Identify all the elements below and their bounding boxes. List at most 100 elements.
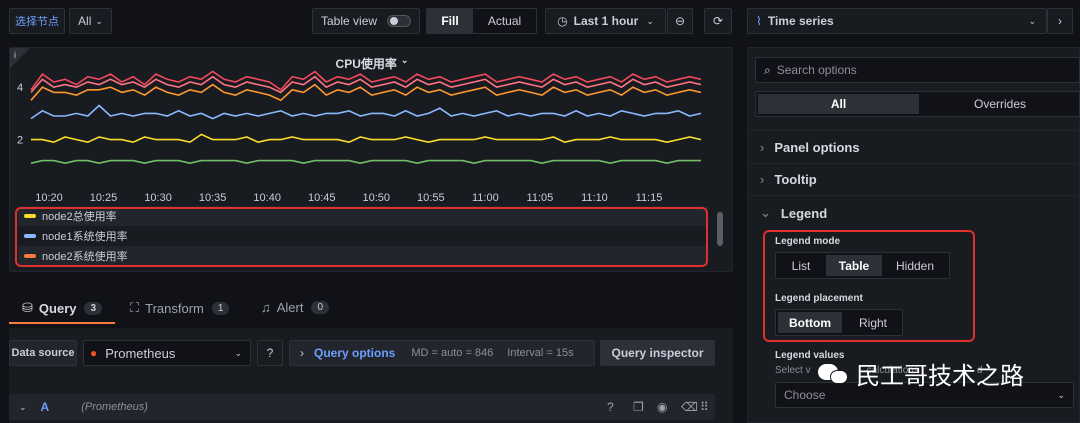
datasource-label: Data source	[9, 340, 77, 366]
legend-placement-right[interactable]: Right	[858, 315, 887, 330]
watermark-text: 民工哥技术之路	[856, 362, 1024, 390]
search-options-input[interactable]: ⌕ Search options	[755, 57, 1080, 83]
collapse-options-button[interactable]: ›	[1047, 8, 1073, 34]
legend-swatch	[24, 254, 36, 258]
refresh-button[interactable]: ⟳	[704, 8, 732, 34]
chevron-right-icon: ›	[760, 140, 765, 155]
legend-swatch	[24, 234, 36, 238]
bell-icon: ♫	[261, 300, 271, 315]
chevron-down-icon: ⌄	[234, 347, 242, 358]
fill-button[interactable]: Fill	[427, 9, 473, 33]
time-range-value: Last 1 hour	[573, 14, 639, 28]
legend-mode-table[interactable]: Table	[826, 255, 882, 276]
tab-transform[interactable]: ⛶ Transform 1	[130, 300, 230, 316]
tab-query[interactable]: ⛁ Query 3	[22, 300, 103, 316]
node-select-dropdown[interactable]: All ⌄	[69, 8, 112, 34]
trash-icon[interactable]: ⌫	[681, 400, 698, 414]
search-placeholder: Search options	[776, 63, 857, 77]
divider	[748, 163, 1080, 164]
series-line	[30, 159, 701, 165]
chevron-right-icon: ›	[760, 172, 765, 187]
actual-button[interactable]: Actual	[487, 14, 522, 28]
datasource-select[interactable]: ● Prometheus ⌄	[83, 340, 251, 366]
info-icon: i	[14, 50, 16, 60]
query-datasource: (Prometheus)	[81, 401, 148, 413]
highlight-legend	[15, 207, 708, 267]
legend-item[interactable]: node2总使用率	[18, 206, 708, 226]
x-tick-label: 10:40	[253, 192, 281, 204]
legend-scrollbar[interactable]	[717, 212, 723, 246]
query-options-label: Query options	[314, 346, 396, 360]
query-inspector-button[interactable]: Query inspector	[600, 340, 715, 366]
legend-item[interactable]: node2系统使用率	[18, 246, 708, 266]
series-line	[30, 83, 702, 102]
legend-mode-hidden[interactable]: Hidden	[895, 258, 935, 273]
fill-actual-toggle: Fill Actual	[426, 8, 537, 34]
visualization-picker[interactable]: ⌇ Time series ⌄	[747, 8, 1047, 34]
datasource-help-button[interactable]: ?	[257, 340, 283, 366]
x-tick-label: 10:55	[417, 192, 445, 204]
tab-query-count: 3	[84, 301, 103, 315]
legend-placement-label: Legend placement	[775, 293, 863, 304]
query-options-md: MD = auto = 846	[411, 347, 494, 359]
legend-placement-radio: Bottom Right	[775, 309, 903, 336]
tab-transform-label: Transform	[145, 300, 204, 316]
drag-handle-icon[interactable]: ⠿	[700, 400, 709, 414]
help-icon: ?	[266, 346, 274, 360]
section-legend[interactable]: ⌄ Legend	[760, 205, 827, 221]
legend-values-select[interactable]: Choose ⌄	[775, 382, 1074, 408]
x-tick-label: 11:15	[636, 192, 663, 204]
eye-icon[interactable]: ◉	[657, 400, 668, 414]
toggle-switch[interactable]	[387, 15, 412, 27]
info-corner	[10, 48, 30, 68]
chevron-down-icon: ⌄	[646, 15, 654, 26]
chevron-right-icon: ›	[1058, 14, 1062, 28]
legend-item[interactable]: node1系统使用率	[18, 226, 708, 246]
tab-alert[interactable]: ♫ Alert 0	[261, 300, 330, 315]
wechat-icon	[818, 362, 848, 386]
chevron-right-icon: ›	[300, 346, 304, 360]
database-icon: ⛁	[22, 300, 33, 315]
options-tabs: All Overrides	[755, 91, 1080, 117]
panel: i CPU使用率 ⌄	[9, 47, 733, 272]
query-options-button[interactable]: › Query options MD = auto = 846 Interval…	[289, 340, 595, 366]
chevron-down-icon: ⌄	[400, 55, 409, 65]
search-icon: ⌕	[764, 62, 771, 77]
x-tick-label: 10:25	[90, 192, 118, 204]
node-select-value: All	[78, 14, 92, 28]
tab-overrides[interactable]: Overrides	[973, 97, 1026, 111]
legend-values-hint: Select v calculations d	[775, 365, 983, 376]
chevron-down-icon: ⌄	[95, 15, 103, 26]
collapse-icon[interactable]: ⌄	[19, 401, 27, 412]
help-icon[interactable]: ?	[607, 400, 614, 414]
query-row-header[interactable]: ⌄ A (Prometheus) ? ❐ ◉ ⌫ ⠿	[9, 394, 715, 420]
zoom-out-button[interactable]: ⊖	[667, 8, 693, 34]
legend-mode-list[interactable]: List	[791, 258, 811, 273]
legend-swatch	[24, 214, 36, 218]
time-range-picker[interactable]: ◷ Last 1 hour ⌄	[545, 8, 666, 34]
legend-label: node2总使用率	[42, 211, 117, 223]
section-tooltip[interactable]: › Tooltip	[760, 172, 817, 187]
x-tick-label: 10:35	[199, 192, 227, 204]
panel-title-wrap[interactable]: CPU使用率 ⌄	[10, 55, 734, 72]
chart: 2 4 10:20 10:25 10:30 10:35 10:40 10:45 10:50 10:…	[17, 70, 702, 204]
chevron-down-icon: ⌄	[760, 205, 771, 220]
section-panel-options[interactable]: › Panel options	[760, 140, 860, 155]
legend-values-label: Legend values	[775, 350, 845, 361]
tab-all[interactable]: All	[758, 94, 919, 114]
legend-placement-bottom[interactable]: Bottom	[778, 312, 842, 333]
series-line	[30, 75, 702, 94]
chevron-down-icon: ⌄	[1057, 389, 1065, 400]
duplicate-icon[interactable]: ❐	[633, 400, 644, 414]
x-tick-label: 10:50	[363, 192, 391, 204]
table-view-toggle[interactable]: Table view	[312, 8, 420, 34]
tab-query-label: Query	[38, 300, 77, 316]
highlight-legend-options	[763, 230, 975, 342]
section-tooltip-label: Tooltip	[774, 172, 817, 187]
chevron-down-icon: ⌄	[1028, 15, 1036, 26]
legend-mode-radio: List Table Hidden	[775, 252, 950, 279]
tab-alert-count: 0	[311, 301, 330, 314]
tab-transform-count: 1	[211, 301, 230, 315]
legend-label: node1系统使用率	[42, 231, 128, 243]
series-line	[30, 70, 702, 91]
